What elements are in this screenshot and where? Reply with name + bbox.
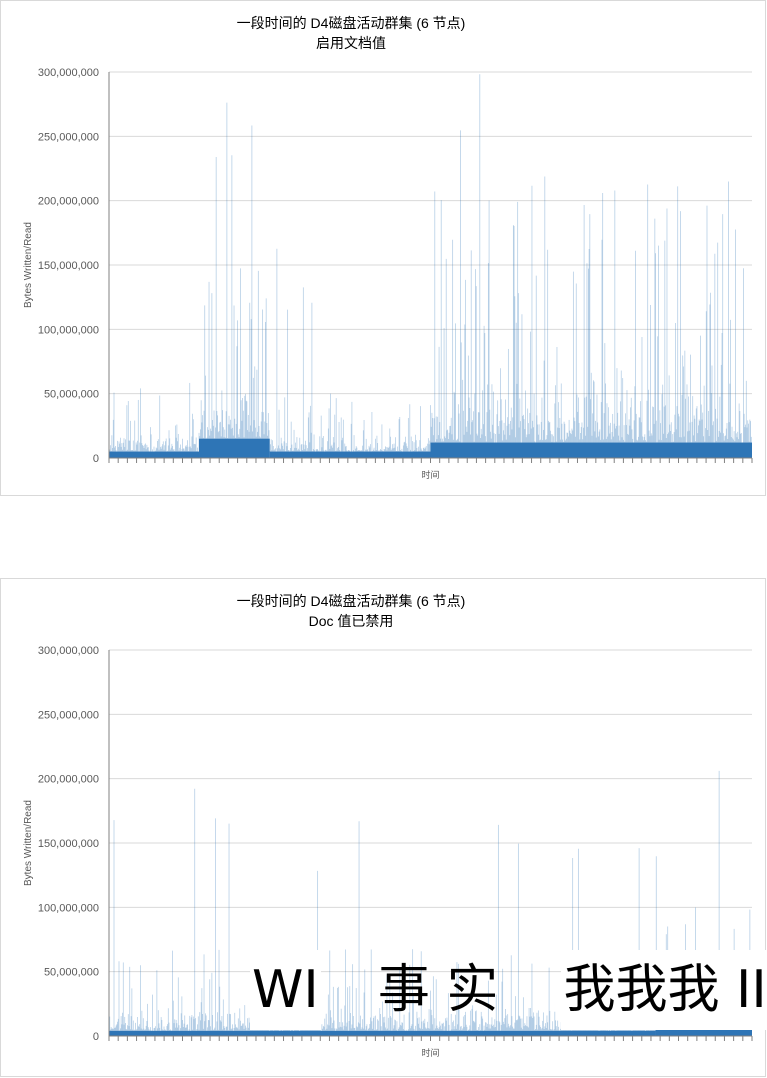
y-tick-label: 200,000,000 xyxy=(38,774,99,786)
overlay-text-part4: 我我我 II xyxy=(561,950,767,1030)
baseline-band xyxy=(199,438,270,458)
y-tick-label: 50,000,000 xyxy=(44,967,99,979)
chart-title: 一段时间的 D4磁盘活动群集 (6 节点) xyxy=(236,15,466,31)
y-tick-label: 0 xyxy=(93,453,99,465)
chart-title-top: 一段时间的 D4磁盘活动群集 (6 节点) 启用文档值 xyxy=(1,13,701,53)
overlay-text-part3: 实 xyxy=(446,960,499,1020)
chart-subtitle: 启用文档值 xyxy=(316,35,386,51)
overlay-text: WI 事 实 我我我 II xyxy=(250,950,767,1030)
y-axis-label: Bytes Written/Read xyxy=(23,222,34,308)
chart-subtitle: Doc 值已禁用 xyxy=(308,613,394,629)
baseline-band xyxy=(655,1028,752,1036)
chart-title-bottom: 一段时间的 D4磁盘活动群集 (6 节点) Doc 值已禁用 xyxy=(1,591,701,631)
y-tick-label: 300,000,000 xyxy=(38,645,99,657)
overlay-text-part2: 事 xyxy=(377,960,430,1020)
overlay-text-part1: WI xyxy=(250,950,321,1030)
chart-panel-top: 一段时间的 D4磁盘活动群集 (6 节点) 启用文档值 0 50,000,000 1… xyxy=(0,0,766,496)
x-axis-label: 时间 xyxy=(421,469,439,480)
y-tick-label: 150,000,000 xyxy=(38,260,99,272)
series-bytes xyxy=(108,74,752,458)
y-tick-label: 300,000,000 xyxy=(38,67,99,79)
y-tick-label: 100,000,000 xyxy=(38,324,99,336)
y-tick-label: 200,000,000 xyxy=(38,196,99,208)
baseline-band xyxy=(269,451,431,458)
y-tick-label: 150,000,000 xyxy=(38,838,99,850)
y-tick-label: 0 xyxy=(93,1031,99,1043)
x-axis-label: 时间 xyxy=(421,1047,439,1058)
y-tick-label: 250,000,000 xyxy=(38,131,99,143)
baseline-band xyxy=(430,442,752,458)
baseline-band xyxy=(109,451,200,458)
y-tick-label: 250,000,000 xyxy=(38,709,99,721)
chart-title: 一段时间的 D4磁盘活动群集 (6 节点) xyxy=(236,593,466,609)
y-tick-label: 50,000,000 xyxy=(44,389,99,401)
chart-plot-top: 0 50,000,000 100,000,000 150,000,000 200,000… xyxy=(23,67,753,480)
y-tick-label: 100,000,000 xyxy=(38,902,99,914)
y-axis-label: Bytes Written/Read xyxy=(23,800,34,886)
baseline-band xyxy=(109,1030,656,1036)
